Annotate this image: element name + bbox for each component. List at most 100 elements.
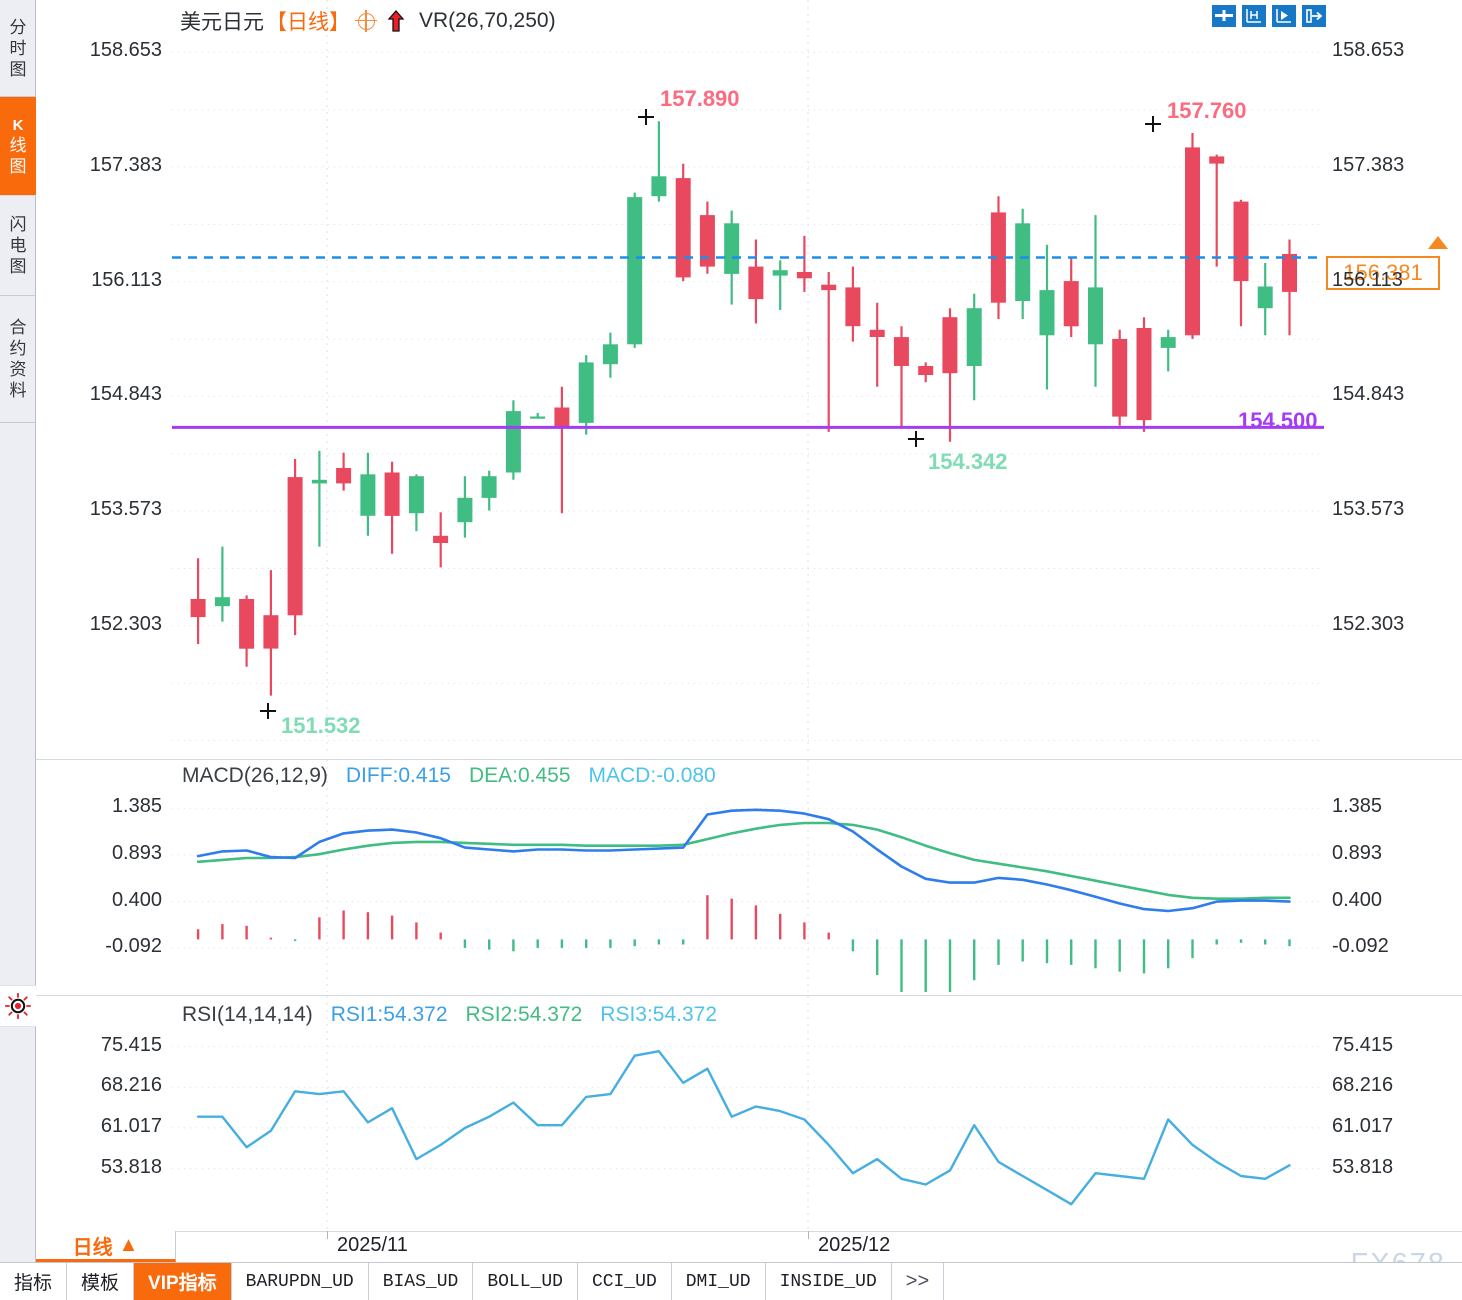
bottom-bar-item-[interactable]: 指标 <box>0 1263 68 1300</box>
date-tick-label: 2025/12 <box>818 1234 891 1256</box>
sidebar-label-char: 电 <box>9 236 27 255</box>
divider-rsi <box>36 995 1462 996</box>
low-marker-label-1: 151.532 <box>281 713 361 738</box>
sidebar-label-char: 资 <box>9 360 27 379</box>
bottom-bar-item-boll-ud[interactable]: BOLL_UD <box>473 1263 578 1300</box>
rsi-name: RSI(14,14,14) <box>182 1003 313 1026</box>
high-marker-cross-2 <box>1145 116 1161 132</box>
price-chart-panel[interactable] <box>172 0 1324 758</box>
bottom-indicator-bar: 指标 模板 VIP指标 BARUPDN_UD BIAS_UD BOLL_UD CCI_UD D… <box>0 1262 1462 1300</box>
axis-tick-right: 158.653 <box>1332 39 1405 62</box>
sidebar-label-char: 合 <box>9 318 27 337</box>
zoom-region-icon[interactable] <box>1272 5 1296 27</box>
sidebar-label-char: 闪 <box>9 215 27 234</box>
sidebar-label-char: 料 <box>9 381 27 400</box>
date-tick-line <box>808 1231 809 1239</box>
vr-indicator-label: VR(26,70,250) <box>419 9 556 32</box>
sun-icon <box>5 993 31 1019</box>
high-marker-label-1: 157.890 <box>660 86 740 111</box>
high-marker-cross-1 <box>638 109 654 125</box>
axis-tick-left: 0.400 <box>111 888 162 911</box>
brightness-toggle[interactable] <box>0 985 36 1027</box>
move-crosshair-icon[interactable] <box>1212 5 1236 27</box>
sidebar-item-lightning-chart[interactable]: 闪 电 图 <box>0 196 36 296</box>
axis-tick-left: 153.573 <box>89 498 162 521</box>
sidebar-label-char: 图 <box>9 257 27 276</box>
axis-tick-left: 68.216 <box>100 1074 162 1097</box>
macd-chart-panel[interactable] <box>172 760 1324 992</box>
axis-tick-right: 0.893 <box>1332 841 1383 864</box>
low-marker-label-2: 154.342 <box>928 449 1008 474</box>
low-marker-cross-1 <box>260 703 276 719</box>
up-arrow-icon <box>387 10 405 32</box>
bottom-bar-item-cci-ud[interactable]: CCI_UD <box>578 1263 672 1300</box>
axis-tick-left: 152.303 <box>89 612 162 635</box>
low-marker-cross-2 <box>908 431 924 447</box>
axis-tick-right: -0.092 <box>1332 935 1389 958</box>
axis-tick-right: 154.843 <box>1332 383 1405 406</box>
sidebar-label-char: 线 <box>9 135 27 155</box>
bottom-bar-item-[interactable]: 模板 <box>67 1263 135 1300</box>
sidebar-label-char: 图 <box>9 59 27 79</box>
macd-diff-value: DIFF:0.415 <box>345 764 451 787</box>
current-price-tag[interactable]: 156.381 <box>1326 256 1440 290</box>
symbol-name: 美元日元 <box>180 11 264 34</box>
axis-tick-right: 153.573 <box>1332 498 1405 521</box>
timeframe-badge-label: 日线 <box>72 1236 113 1259</box>
axis-tick-left: 157.383 <box>89 154 162 176</box>
chart-title: 美元日元 【日线】 VR(26,70,250) <box>180 6 556 36</box>
axis-tick-left: 154.843 <box>89 383 162 406</box>
axis-tick-right: 1.385 <box>1332 795 1383 818</box>
bottom-bar-item-dmi-ud[interactable]: DMI_UD <box>672 1263 766 1300</box>
rsi-chart-panel[interactable] <box>172 996 1324 1230</box>
axis-tick-left: 75.415 <box>100 1033 162 1056</box>
bottom-bar-item-barupdn-ud[interactable]: BARUPDN_UD <box>232 1263 369 1300</box>
axis-tick-left: -0.092 <box>105 935 162 958</box>
macd-dea-value: DEA:0.455 <box>468 764 571 787</box>
axis-tick-right: 68.216 <box>1332 1074 1394 1097</box>
rsi-header: RSI(14,14,14) RSI1:54.372 RSI2:54.372 RS… <box>182 1003 717 1027</box>
rsi3-value: RSI3:54.372 <box>600 1003 718 1026</box>
macd-name: MACD(26,12,9) <box>182 764 328 787</box>
sidebar-label-char: 分 <box>9 17 27 37</box>
sidebar-item-time-share-chart[interactable]: 分 时 图 <box>0 0 36 97</box>
bottom-bar-item-[interactable]: >> <box>892 1263 945 1300</box>
date-tick-label: 2025/11 <box>337 1234 408 1256</box>
axis-tick-right: 156.113 <box>1332 268 1403 291</box>
rsi2-value: RSI2:54.372 <box>465 1003 583 1026</box>
sidebar-item-contract-info[interactable]: 合 约 资 料 <box>0 296 36 423</box>
measure-icon[interactable] <box>1242 5 1266 27</box>
crosshair-circle-icon[interactable] <box>355 9 377 32</box>
axis-tick-left: 0.893 <box>111 841 162 864</box>
axis-tick-left: 1.385 <box>111 795 162 818</box>
date-axis <box>36 1231 1462 1262</box>
sidebar-item-k-line-chart[interactable]: K 线 图 <box>0 97 36 196</box>
axis-tick-right: 152.303 <box>1332 612 1405 635</box>
axis-tick-left: 53.818 <box>100 1155 162 1178</box>
price-tag-arrow-icon <box>1428 236 1448 249</box>
macd-header: MACD(26,12,9) DIFF:0.415 DEA:0.455 MACD:… <box>182 764 716 788</box>
axis-tick-right: 0.400 <box>1332 888 1383 911</box>
sidebar-label-char: K <box>12 116 24 134</box>
chart-toolbar <box>1212 5 1326 27</box>
macd-value: MACD:-0.080 <box>588 764 716 787</box>
rsi1-value: RSI1:54.372 <box>330 1003 448 1026</box>
timeframe-label: 【日线】 <box>266 11 350 34</box>
left-sidebar: 分 时 图 K 线 图 闪 电 图 合 约 资 料 <box>0 0 36 1262</box>
axis-tick-right: 61.017 <box>1332 1114 1394 1137</box>
bottom-bar-item-vip[interactable]: VIP指标 <box>134 1263 232 1300</box>
support-line-label: 154.500 <box>1238 408 1318 433</box>
axis-tick-left: 158.653 <box>89 39 162 62</box>
date-tick-line <box>327 1231 328 1239</box>
axis-tick-left: 156.113 <box>91 268 162 291</box>
timeframe-badge[interactable]: 日线 ▲ <box>36 1231 176 1262</box>
bottom-bar-item-bias-ud[interactable]: BIAS_UD <box>369 1263 474 1300</box>
sidebar-label-char: 约 <box>9 339 27 358</box>
sidebar-label-char: 图 <box>9 156 27 176</box>
high-marker-label-2: 157.760 <box>1167 98 1247 123</box>
sidebar-label-char: 时 <box>9 38 27 58</box>
bottom-bar-item-inside-ud[interactable]: INSIDE_UD <box>766 1263 892 1300</box>
timeframe-badge-arrow-icon: ▲ <box>118 1233 139 1256</box>
shift-right-icon[interactable] <box>1302 5 1326 27</box>
